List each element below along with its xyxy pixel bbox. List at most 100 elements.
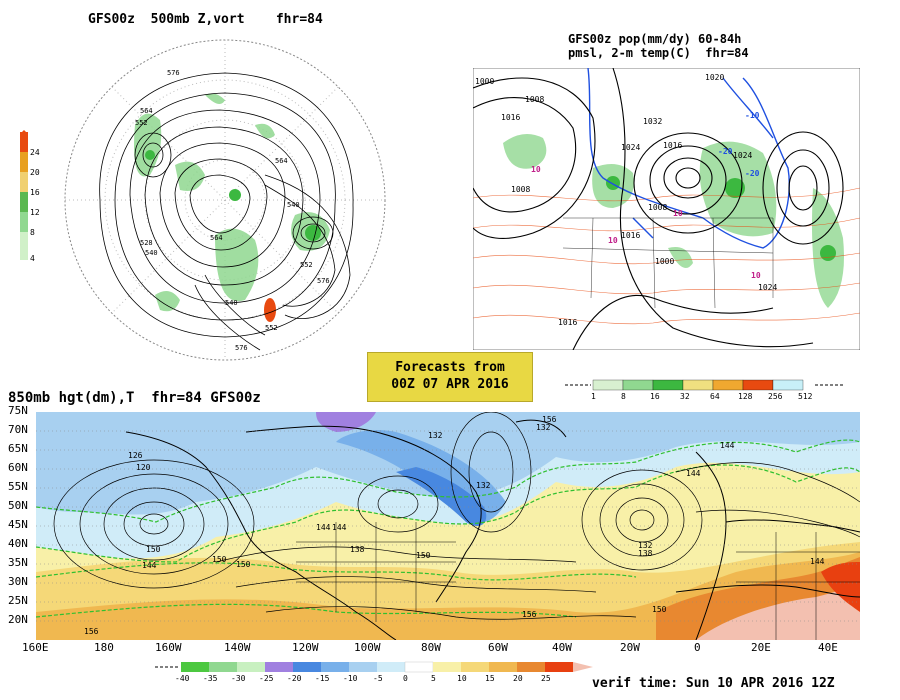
lat-tick: 65N: [8, 442, 28, 455]
isobar-label: 1016: [558, 318, 577, 327]
contour-label: 540: [145, 249, 158, 257]
temp-legend-tick: -5: [373, 674, 383, 683]
temp-legend-tick: -25: [259, 674, 274, 683]
lon-tick: 40W: [552, 641, 572, 654]
lon-tick: 0: [694, 641, 701, 654]
isobar-label: 1024: [758, 283, 777, 292]
temperature-legend: -40 -35 -30 -25 -20 -15 -10 -5 0 5 10 15…: [155, 660, 595, 688]
height-label: 126: [128, 451, 143, 460]
temp-legend-bar: [155, 661, 593, 673]
isobar-label: 1024: [733, 151, 752, 160]
vort-legend-tick: 16: [30, 188, 40, 197]
pop-legend-tick: 512: [798, 392, 813, 401]
isobar-label: 1016: [501, 113, 520, 122]
pop-legend: 1 8 16 32 64 128 256 512: [565, 378, 855, 402]
pop-legend-bar: [565, 379, 845, 391]
lon-tick: 140W: [224, 641, 251, 654]
height-label: 132: [428, 431, 443, 440]
pop-legend-tick: 256: [768, 392, 783, 401]
isobar-label: 1008: [511, 185, 530, 194]
pop-legend-tick: 16: [650, 392, 660, 401]
contour-label: 540: [287, 201, 300, 209]
vort-legend-tick: 8: [30, 228, 35, 237]
lat-tick: 60N: [8, 461, 28, 474]
temp-legend-tick: 20: [513, 674, 523, 683]
pop-legend-tick: 32: [680, 392, 690, 401]
banner-line1: Forecasts from: [395, 360, 505, 375]
panel-pop-title-line2: pmsl, 2-m temp(C) fhr=84: [568, 46, 749, 60]
pop-pmsl-map: 1000 1008 1016 1008 1032 1024 1016 1008 …: [473, 68, 860, 350]
height-label: 144: [810, 557, 825, 566]
lat-tick: 20N: [8, 613, 28, 626]
temp-label: -20: [718, 147, 733, 156]
lon-tick: 160W: [155, 641, 182, 654]
contour-label: 528: [140, 239, 153, 247]
panel-850mb-title: 850mb hgt(dm),T fhr=84 GFS00z: [8, 390, 261, 406]
lat-tick: 30N: [8, 575, 28, 588]
temp-legend-tick: -15: [315, 674, 330, 683]
height-label: 150: [212, 555, 227, 564]
lat-tick: 25N: [8, 594, 28, 607]
isobar-label: 1000: [475, 77, 494, 86]
lat-tick: 45N: [8, 518, 28, 531]
contour-label: 564: [140, 107, 153, 115]
verification-time: verif time: Sun 10 APR 2016 12Z: [592, 676, 835, 691]
isobar-label: 1000: [655, 257, 674, 266]
height-label: 144: [142, 561, 157, 570]
height-label: 150: [146, 545, 161, 554]
contour-label: 576: [167, 69, 180, 77]
contour-label: 576: [317, 277, 330, 285]
lon-tick: 20E: [751, 641, 771, 654]
temp-label: -20: [745, 169, 760, 178]
temp-legend-tick: -40: [175, 674, 190, 683]
contour-label: 552: [265, 324, 278, 332]
longitude-axis: 160E 180 160W 140W 120W 100W 80W 60W 40W…: [0, 641, 900, 657]
height-label: 156: [84, 627, 99, 636]
height-label: 144: [720, 441, 735, 450]
pop-map-svg: 1000 1008 1016 1008 1032 1024 1016 1008 …: [473, 68, 860, 350]
height-label: 144: [686, 469, 701, 478]
vort-legend-bar: [20, 130, 28, 260]
height-label: 120: [136, 463, 151, 472]
temp-legend-tick: 0: [403, 674, 408, 683]
cyl-map-svg: 126 120 132 132 144 150 150 156 132 138 …: [36, 412, 860, 640]
lon-tick: 120W: [292, 641, 319, 654]
isobar-label: 1008: [648, 203, 667, 212]
pop-legend-tick: 1: [591, 392, 596, 401]
isobar-label: 1032: [643, 117, 662, 126]
lon-tick: 80W: [421, 641, 441, 654]
temp-label: 10: [751, 271, 761, 280]
lat-tick: 40N: [8, 537, 28, 550]
height-label: 132: [638, 541, 653, 550]
temp-legend-tick: -10: [343, 674, 358, 683]
panel-500mb-title: GFS00z 500mb Z,vort fhr=84: [88, 12, 323, 27]
lat-tick: 75N: [8, 404, 28, 417]
height-label: 156: [522, 610, 537, 619]
polar-500mb-map: 576 564 552 540 528 564 552 540 576 564 …: [55, 35, 395, 375]
height-label: 132: [476, 481, 491, 490]
isobar-label: 1020: [705, 73, 724, 82]
temp-legend-tick: -20: [287, 674, 302, 683]
height-label: 138: [350, 545, 365, 554]
lat-tick: 55N: [8, 480, 28, 493]
latitude-axis: 75N 70N 65N 60N 55N 50N 45N 40N 35N 30N …: [0, 404, 36, 640]
vort-legend: 24 20 16 12 8 4: [18, 130, 40, 265]
isobar-label: 1008: [525, 95, 544, 104]
temp-legend-tick: 15: [485, 674, 495, 683]
temp-label: 10: [608, 236, 618, 245]
height-label: 132: [536, 423, 551, 432]
temp-legend-tick: -30: [231, 674, 246, 683]
lon-tick: 180: [94, 641, 114, 654]
contour-label: 564: [210, 234, 223, 242]
pop-legend-tick: 8: [621, 392, 626, 401]
lon-tick: 100W: [354, 641, 381, 654]
lon-tick: 40E: [818, 641, 838, 654]
isobar-label: 1024: [621, 143, 640, 152]
lat-tick: 70N: [8, 423, 28, 436]
temp-label: 10: [673, 209, 683, 218]
lon-tick: 20W: [620, 641, 640, 654]
panel-pop-title-line1: GFS00z pop(mm/dy) 60-84h: [568, 32, 742, 46]
temp-label: -10: [745, 111, 760, 120]
height-label: 144: [332, 523, 347, 532]
contour-label: 576: [235, 344, 248, 352]
